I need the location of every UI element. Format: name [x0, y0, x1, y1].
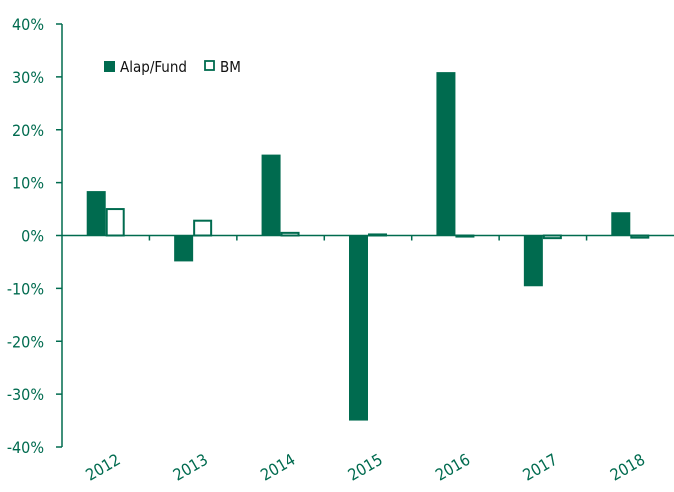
- legend-label-1: BM: [220, 58, 241, 76]
- bar-fund-2013: [174, 235, 194, 262]
- legend-swatch-0: [104, 61, 115, 72]
- bar-bm-2013: [193, 219, 213, 237]
- y-tick-label: -20%: [7, 332, 44, 351]
- x-tick-label: 2012: [82, 450, 123, 485]
- bar-bm-2016: [455, 234, 475, 238]
- bar-bm-2018: [630, 234, 650, 239]
- x-tick-label: 2017: [519, 450, 560, 485]
- y-tick-label: -10%: [7, 279, 44, 298]
- legend: Alap/Fund BM: [104, 58, 241, 76]
- x-tick-label: 2018: [607, 450, 648, 485]
- bar-bm-2014: [280, 231, 300, 237]
- x-tick-label: 2016: [432, 450, 473, 485]
- axes: -40% -30% -20% -10% 0% 10% 20% 30% 40% 2012 2013 20…: [7, 15, 674, 485]
- bar-fund-2016: [436, 72, 456, 236]
- y-tick-label: 30%: [12, 68, 44, 87]
- x-tick-label: 2015: [345, 450, 386, 485]
- bar-fund-2015: [349, 235, 368, 421]
- legend-label-0: Alap/Fund: [120, 58, 187, 76]
- x-tick-label: 2014: [257, 450, 298, 485]
- x-tick-label: 2013: [170, 450, 211, 485]
- bar-fund-2017: [523, 235, 543, 287]
- bar-fund-2012: [86, 191, 106, 236]
- bar-bm-2012: [105, 208, 125, 237]
- bar-fund-2018: [611, 212, 631, 236]
- y-tick-label: 40%: [12, 15, 44, 34]
- bar-fund-2014: [261, 154, 281, 236]
- y-tick-label: -40%: [7, 438, 44, 457]
- y-tick-label: 10%: [12, 174, 44, 193]
- y-tick-label: 0%: [21, 227, 44, 246]
- legend-swatch-1: [204, 60, 215, 71]
- bars: [86, 72, 650, 421]
- bar-bm-2017: [542, 234, 562, 240]
- bar-bm-2015: [368, 233, 387, 237]
- y-tick-label: -30%: [7, 385, 44, 404]
- y-tick-label: 20%: [12, 121, 44, 140]
